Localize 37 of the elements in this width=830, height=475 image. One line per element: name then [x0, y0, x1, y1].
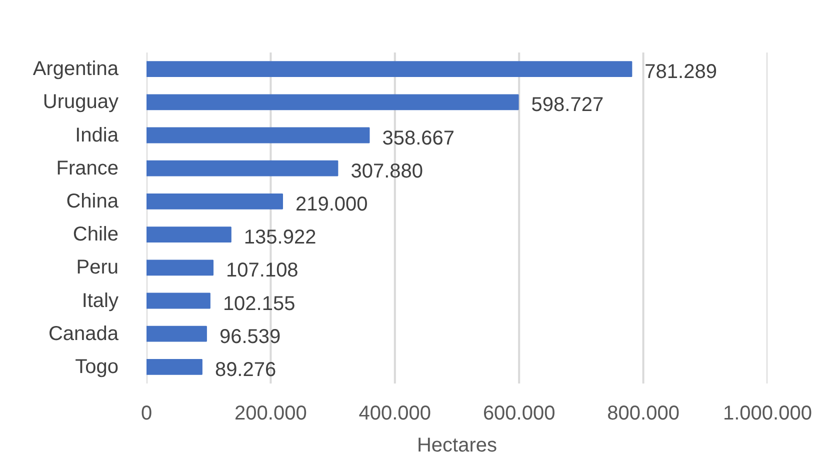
bar [146, 127, 370, 144]
y-tick-label: Uruguay [42, 91, 119, 114]
y-tick-label: Italy [82, 290, 119, 312]
y-tick-label: Canada [48, 322, 120, 345]
x-tick-label: 800.000 [607, 402, 680, 424]
y-tick-label: Togo [75, 356, 119, 378]
data-label: 598.727 [531, 94, 604, 116]
data-label: 781.289 [644, 61, 717, 84]
y-tick-label: Chile [72, 224, 118, 246]
y-tick-label: France [56, 157, 119, 180]
data-label: 135.922 [244, 226, 316, 249]
y-tick-label: India [75, 124, 120, 146]
data-label: 89.276 [214, 358, 276, 381]
bar [146, 359, 202, 375]
bar [146, 292, 210, 309]
data-label: 307.880 [350, 160, 423, 182]
x-axis-title: Hectares [416, 434, 498, 456]
data-label: 102.155 [222, 292, 296, 315]
bar [146, 260, 214, 276]
data-label: 219.000 [296, 193, 368, 216]
y-tick-label: Peru [76, 256, 119, 279]
x-tick-label: 400.000 [358, 402, 432, 424]
bar [146, 160, 338, 176]
x-tick-label: 200.000 [234, 402, 307, 424]
bar [146, 61, 632, 77]
data-label: 358.667 [382, 127, 455, 150]
y-tick-label: Argentina [32, 58, 120, 80]
bar [146, 226, 232, 242]
bar [146, 326, 207, 342]
data-label: 107.108 [226, 260, 298, 282]
x-tick-label: 0 [140, 402, 152, 424]
x-tick-label: 1.000.000 [723, 402, 812, 424]
x-tick-label: 600.000 [482, 402, 556, 424]
y-tick-label: China [66, 190, 120, 212]
bar [146, 94, 519, 110]
data-label: 96.539 [219, 326, 281, 348]
bar [146, 194, 283, 210]
